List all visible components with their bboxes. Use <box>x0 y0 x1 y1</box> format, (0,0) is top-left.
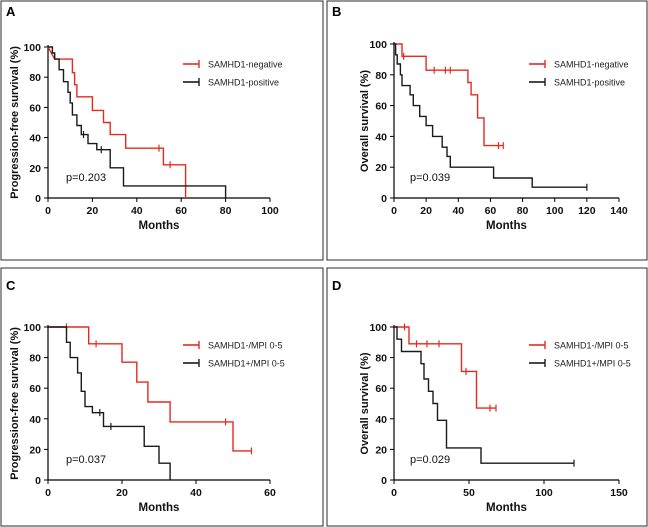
x-tick-label: 60 <box>175 205 187 217</box>
legend-label: SAMHD1+/MPI 0-5 <box>554 359 631 369</box>
x-tick-label: 100 <box>261 205 279 217</box>
y-tick-label: 40 <box>375 131 387 143</box>
y-tick-label: 0 <box>381 193 387 205</box>
y-tick-label: 0 <box>35 193 41 205</box>
legend-label: SAMHD1-positive <box>554 78 625 88</box>
series-line-negative <box>47 46 187 198</box>
series-line-positive <box>48 326 171 480</box>
x-tick-label: 50 <box>463 487 475 499</box>
panel-frame-d <box>326 267 648 527</box>
panel-frame-c <box>0 267 324 527</box>
legend-label: SAMHD1-negative <box>554 60 629 70</box>
y-tick-label: 20 <box>375 444 387 456</box>
x-tick-label: 20 <box>87 205 99 217</box>
series-line-negative <box>394 43 504 147</box>
x-tick-label: 20 <box>116 487 128 499</box>
y-tick-label: 80 <box>29 72 41 84</box>
x-tick-label: 80 <box>220 205 232 217</box>
x-tick-label: 100 <box>546 205 564 217</box>
y-tick-label: 40 <box>29 414 41 426</box>
y-tick-label: 100 <box>23 322 41 334</box>
y-tick-label: 100 <box>23 42 41 54</box>
x-tick-label: 0 <box>391 205 397 217</box>
x-tick-label: 60 <box>485 205 497 217</box>
panel-letter: A <box>6 4 16 19</box>
y-tick-label: 80 <box>29 353 41 365</box>
y-axis-title: Progression-free survival (%) <box>9 46 21 199</box>
panel-a: A 0 20 40 60 80 100 0 20 40 60 80 100 Months Progressi… <box>6 4 283 232</box>
x-tick-label: 140 <box>610 205 628 217</box>
x-axis-title: Months <box>486 220 527 232</box>
x-tick-label: 150 <box>610 487 628 499</box>
panel-letter: C <box>6 278 16 293</box>
y-tick-label: 80 <box>375 70 387 82</box>
x-tick-label: 0 <box>391 487 397 499</box>
x-tick-label: 20 <box>420 205 432 217</box>
y-tick-label: 60 <box>375 101 387 113</box>
x-tick-label: 0 <box>45 205 51 217</box>
x-tick-label: 40 <box>452 205 464 217</box>
legend-label: SAMHD1-/MPI 0-5 <box>554 341 629 351</box>
series-line-negative <box>48 326 252 452</box>
x-axis-title: Months <box>486 502 527 514</box>
x-tick-label: 120 <box>578 205 596 217</box>
y-tick-label: 40 <box>375 414 387 426</box>
y-tick-label: 100 <box>369 39 387 51</box>
panel-d: D 0 50 100 150 0 20 40 60 80 100 Months Overall surv… <box>332 278 631 514</box>
p-value-annotation: p=0.037 <box>66 454 106 466</box>
y-tick-label: 20 <box>29 163 41 175</box>
panel-frame-a <box>0 0 324 261</box>
legend-label: SAMHD1-/MPI 0-5 <box>208 341 283 351</box>
y-tick-label: 20 <box>29 444 41 456</box>
y-tick-label: 80 <box>375 353 387 365</box>
legend-label: SAMHD1-negative <box>208 60 283 70</box>
y-tick-label: 20 <box>375 162 387 174</box>
y-axis-title: Overall survival (%) <box>359 352 371 454</box>
y-tick-label: 60 <box>29 383 41 395</box>
x-tick-label: 60 <box>264 487 276 499</box>
y-axis-title: Overall survival (%) <box>359 70 371 172</box>
y-tick-label: 60 <box>375 383 387 395</box>
x-axis-title: Months <box>139 220 180 232</box>
y-axis-title: Progression-free survival (%) <box>9 327 21 480</box>
p-value-annotation: p=0.203 <box>66 172 106 184</box>
series-line-positive <box>48 46 227 198</box>
y-tick-label: 40 <box>29 133 41 145</box>
legend-label: SAMHD1-positive <box>208 78 279 88</box>
series-line-positive <box>394 326 574 464</box>
panel-frame-b <box>326 0 648 261</box>
y-tick-label: 100 <box>369 322 387 334</box>
x-axis-title: Months <box>139 502 180 514</box>
panel-c: C 0 20 40 60 0 20 40 60 80 100 Months Progression-fr… <box>6 278 285 514</box>
x-tick-label: 80 <box>517 205 529 217</box>
legend-label: SAMHD1+/MPI 0-5 <box>208 359 285 369</box>
y-tick-label: 60 <box>29 102 41 114</box>
y-tick-label: 0 <box>35 475 41 487</box>
series-line-positive <box>394 43 587 188</box>
x-tick-label: 40 <box>190 487 202 499</box>
x-tick-label: 40 <box>131 205 143 217</box>
series-line-negative <box>394 326 496 409</box>
y-tick-label: 0 <box>381 475 387 487</box>
p-value-annotation: p=0.039 <box>410 172 450 184</box>
p-value-annotation: p=0.029 <box>410 454 450 466</box>
panel-letter: B <box>332 4 341 19</box>
x-tick-label: 0 <box>45 487 51 499</box>
panel-b: B 0 20 40 60 80 100 120 140 0 20 40 60 80 100 Months Ove… <box>332 4 629 232</box>
panel-letter: D <box>332 278 341 293</box>
x-tick-label: 100 <box>535 487 553 499</box>
